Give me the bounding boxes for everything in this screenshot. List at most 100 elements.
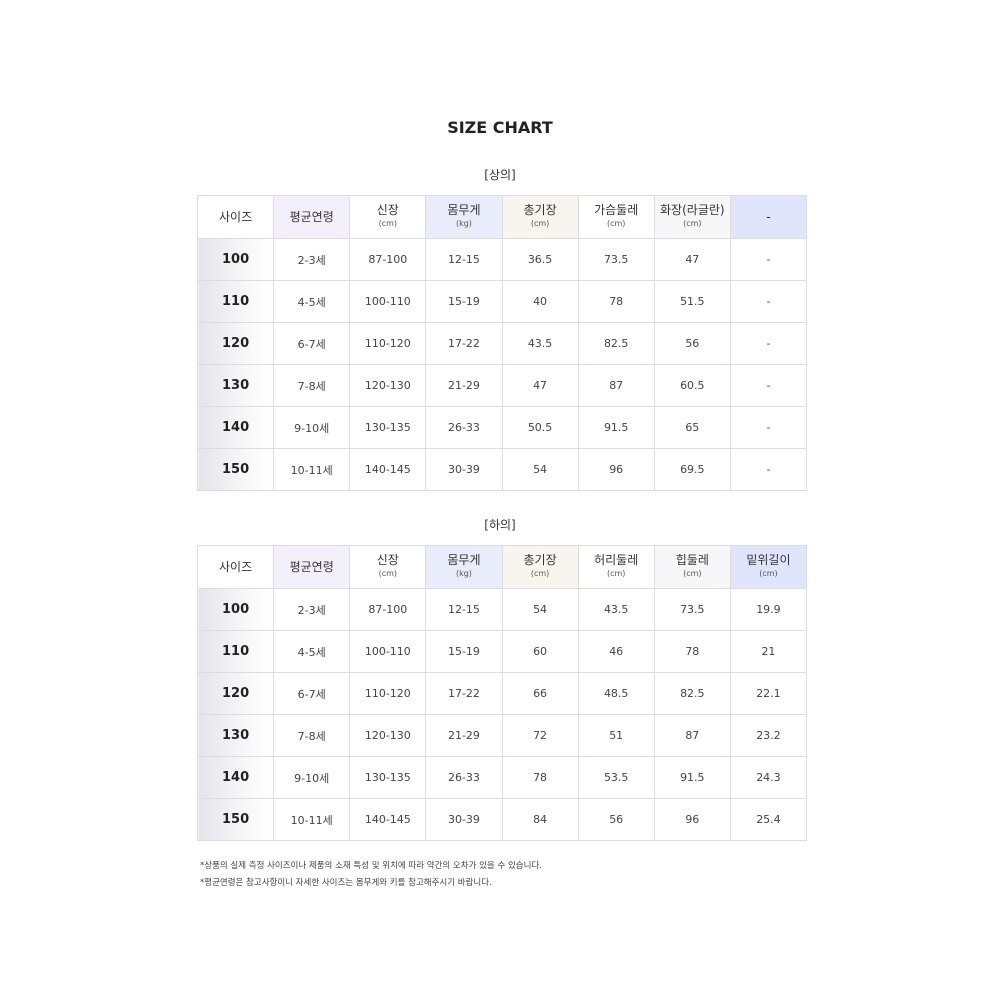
- header-unit: (cm): [378, 219, 398, 228]
- header-unit: (cm): [683, 219, 702, 228]
- header-text: 힙둘레: [675, 553, 709, 567]
- size-cell: 110: [196, 630, 275, 673]
- header-text: -: [766, 209, 771, 224]
- table-cell: 23.2: [729, 714, 808, 757]
- header-text: 화장(라글란): [660, 203, 725, 217]
- tops-size-table: 사이즈 평균연령 신장 (cm) 몸무게 (kg) 총기장 (cm) 가슴둘레 (cm) 화장(라글…: [196, 195, 808, 491]
- column-header: 평균연령: [273, 195, 351, 239]
- table-cell: 26-33: [425, 756, 503, 799]
- header-text: 평균연령: [289, 559, 334, 574]
- table-cell: 43.5: [501, 322, 579, 365]
- table-cell: 87: [577, 364, 655, 407]
- table-cell: 9-10세: [273, 406, 351, 449]
- table-cell: 17-22: [425, 672, 503, 715]
- note: *평균연령은 참고사항이니 자세한 사이즈는 몸무게와 키를 참고해주시기 바랍…: [200, 878, 492, 888]
- table-cell: 56: [653, 322, 731, 365]
- column-header: 화장(라글란) (cm): [653, 195, 731, 239]
- table-cell: 50.5: [501, 406, 579, 449]
- column-header: 신장 (cm): [349, 545, 427, 589]
- table-cell: 60.5: [653, 364, 731, 407]
- table-cell: 91.5: [577, 406, 655, 449]
- column-header: 사이즈: [196, 545, 275, 589]
- table-cell: 140-145: [349, 798, 427, 841]
- table-cell: 19.9: [729, 588, 808, 631]
- size-cell: 150: [196, 448, 275, 491]
- table-cell: 96: [577, 448, 655, 491]
- column-header: -: [729, 195, 808, 239]
- table-cell: 46: [577, 630, 655, 673]
- header-unit: (cm): [530, 569, 550, 578]
- table-cell: 87: [653, 714, 731, 757]
- table-cell: 140-145: [349, 448, 427, 491]
- table-row: 140 9-10세 130-135 26-33 78 53.5 91.5 24.3: [196, 756, 808, 799]
- table-cell: 9-10세: [273, 756, 351, 799]
- table-cell: 82.5: [577, 322, 655, 365]
- header-text: 몸무게: [447, 203, 481, 217]
- table-row: 100 2-3세 87-100 12-15 36.5 73.5 47-: [196, 238, 808, 281]
- size-cell: 110: [196, 280, 275, 323]
- table-cell: 21: [729, 630, 808, 673]
- table-row: 110 4-5세 100-110 15-19 40 78 51.5-: [196, 280, 808, 323]
- table-row: 130 7-8세 120-130 21-29 47 87 60.5-: [196, 364, 808, 407]
- table-cell: 30-39: [425, 798, 503, 841]
- table-cell: 6-7세: [273, 672, 351, 715]
- table-cell: 73.5: [653, 588, 731, 631]
- table-row: 150 10-11세 140-145 30-39 84 56 96 25.4: [196, 798, 808, 841]
- table-cell: 51.5: [653, 280, 731, 323]
- table-cell: 24.3: [729, 756, 808, 799]
- header-row: 사이즈 평균연령 신장 (cm) 몸무게 (kg) 총기장 (cm) 허리둘레 (cm) 힙둘레 (c…: [196, 545, 808, 589]
- size-cell: 130: [196, 714, 275, 757]
- table-cell: 17-22: [425, 322, 503, 365]
- table-cell: 91.5: [653, 756, 731, 799]
- header-text: 허리둘레: [594, 553, 639, 567]
- table-row: 100 2-3세 87-100 12-15 54 43.5 73.5 19.9: [196, 588, 808, 631]
- column-header: 힙둘레 (cm): [653, 545, 731, 589]
- column-header: 허리둘레 (cm): [577, 545, 655, 589]
- table-row: 110 4-5세 100-110 15-19 60 46 78 21: [196, 630, 808, 673]
- table-cell: 25.4: [729, 798, 808, 841]
- column-header: 총기장 (cm): [501, 195, 579, 239]
- table-cell: 26-33: [425, 406, 503, 449]
- table-row: 130 7-8세 120-130 21-29 72 51 87 23.2: [196, 714, 808, 757]
- table-cell: 87-100: [349, 588, 427, 631]
- table-cell: 96: [653, 798, 731, 841]
- table-cell: 56: [577, 798, 655, 841]
- table-cell: 78: [501, 756, 579, 799]
- size-cell: 120: [196, 322, 275, 365]
- size-cell: 100: [196, 238, 275, 281]
- column-header: 몸무게 (kg): [425, 545, 503, 589]
- table-cell: 53.5: [577, 756, 655, 799]
- column-header: 신장 (cm): [349, 195, 427, 239]
- table-cell: 21-29: [425, 714, 503, 757]
- table-cell: -: [729, 280, 808, 323]
- table-cell: 43.5: [577, 588, 655, 631]
- size-cell: 140: [196, 406, 275, 449]
- table-cell: 60: [501, 630, 579, 673]
- table-cell: 66: [501, 672, 579, 715]
- table-cell: 30-39: [425, 448, 503, 491]
- header-text: 가슴둘레: [594, 203, 639, 217]
- table-cell: 36.5: [501, 238, 579, 281]
- table-cell: 54: [501, 588, 579, 631]
- header-row: 사이즈 평균연령 신장 (cm) 몸무게 (kg) 총기장 (cm) 가슴둘레 (cm) 화장(라글…: [196, 195, 808, 239]
- header-unit: (kg): [455, 569, 472, 578]
- table-cell: 48.5: [577, 672, 655, 715]
- table-cell: 130-135: [349, 406, 427, 449]
- note: *상품의 실제 측정 사이즈이나 제품의 소재 특성 및 위치에 따라 약간의 …: [200, 861, 542, 871]
- table-cell: -: [729, 238, 808, 281]
- column-header: 평균연령: [273, 545, 351, 589]
- column-header: 가슴둘레 (cm): [577, 195, 655, 239]
- table-cell: 100-110: [349, 630, 427, 673]
- size-cell: 140: [196, 756, 275, 799]
- table-cell: 4-5세: [273, 280, 351, 323]
- table-label: [상의]: [484, 168, 516, 182]
- bottoms-size-table: 사이즈 평균연령 신장 (cm) 몸무게 (kg) 총기장 (cm) 허리둘레 (cm) 힙둘레 (c…: [196, 545, 808, 841]
- header-unit: (cm): [378, 569, 398, 578]
- table-cell: 40: [501, 280, 579, 323]
- table-row: 150 10-11세 140-145 30-39 54 96 69.5-: [196, 448, 808, 491]
- size-cell: 120: [196, 672, 275, 715]
- table-cell: 110-120: [349, 672, 427, 715]
- table-cell: 87-100: [349, 238, 427, 281]
- table-cell: 2-3세: [273, 238, 351, 281]
- table-cell: 51: [577, 714, 655, 757]
